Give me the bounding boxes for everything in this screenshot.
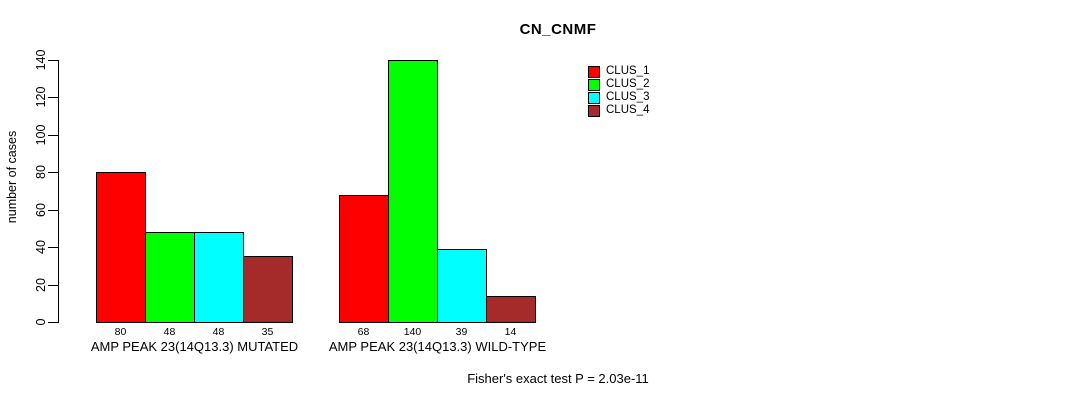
bar-value-label: 39 xyxy=(455,326,468,338)
bar-clus_2-group2 xyxy=(388,60,438,323)
y-tick-label: 20 xyxy=(34,278,48,292)
legend-item: CLUS_2 xyxy=(588,78,650,91)
y-tick-label: 0 xyxy=(34,318,48,326)
chart-title: CN_CNMF xyxy=(519,21,597,38)
legend-item: CLUS_4 xyxy=(588,104,650,117)
bar-value-label: 48 xyxy=(163,326,176,338)
x-group-label: AMP PEAK 23(14Q13.3) MUTATED xyxy=(90,339,299,354)
bar-value-label: 48 xyxy=(212,326,225,338)
bar-value-label: 140 xyxy=(403,326,422,338)
legend-item: CLUS_3 xyxy=(588,91,650,104)
y-tick-label: 120 xyxy=(34,86,48,108)
legend-label: CLUS_1 xyxy=(606,65,650,77)
y-tick xyxy=(48,322,58,323)
legend-swatch-clus_1 xyxy=(588,65,600,78)
legend-swatch-clus_2 xyxy=(588,78,600,91)
bar-value-label: 80 xyxy=(114,326,127,338)
bar-clus_4-group2 xyxy=(486,296,536,323)
y-tick-label: 140 xyxy=(34,49,48,71)
y-axis-line xyxy=(58,60,59,323)
y-tick-label: 60 xyxy=(34,203,48,217)
bar-clus_1-group2 xyxy=(339,195,389,323)
y-tick xyxy=(48,210,58,211)
y-tick xyxy=(48,135,58,136)
bar-clus_3-group2 xyxy=(437,249,487,323)
x-group-label: AMP PEAK 23(14Q13.3) WILD-TYPE xyxy=(328,339,547,354)
y-tick xyxy=(48,172,58,173)
bar-clus_3-group1 xyxy=(194,232,244,323)
legend-item: CLUS_1 xyxy=(588,65,650,78)
fisher-test-note: Fisher's exact test P = 2.03e-11 xyxy=(467,371,649,386)
y-tick xyxy=(48,247,58,248)
bar-value-label: 14 xyxy=(504,326,517,338)
bar-value-label: 68 xyxy=(357,326,370,338)
legend-label: CLUS_3 xyxy=(606,91,650,103)
y-tick-label: 80 xyxy=(34,165,48,179)
legend-swatch-clus_4 xyxy=(588,104,600,117)
legend-label: CLUS_4 xyxy=(606,104,650,116)
bar-clus_4-group1 xyxy=(243,256,293,323)
y-tick xyxy=(48,285,58,286)
legend-swatch-clus_3 xyxy=(588,91,600,104)
bar-value-label: 35 xyxy=(261,326,274,338)
legend-label: CLUS_2 xyxy=(606,78,650,90)
y-tick-label: 40 xyxy=(34,240,48,254)
y-tick xyxy=(48,97,58,98)
y-tick xyxy=(48,60,58,61)
y-tick-label: 100 xyxy=(34,124,48,146)
bar-clus_1-group1 xyxy=(96,172,146,323)
bar-clus_2-group1 xyxy=(145,232,195,323)
